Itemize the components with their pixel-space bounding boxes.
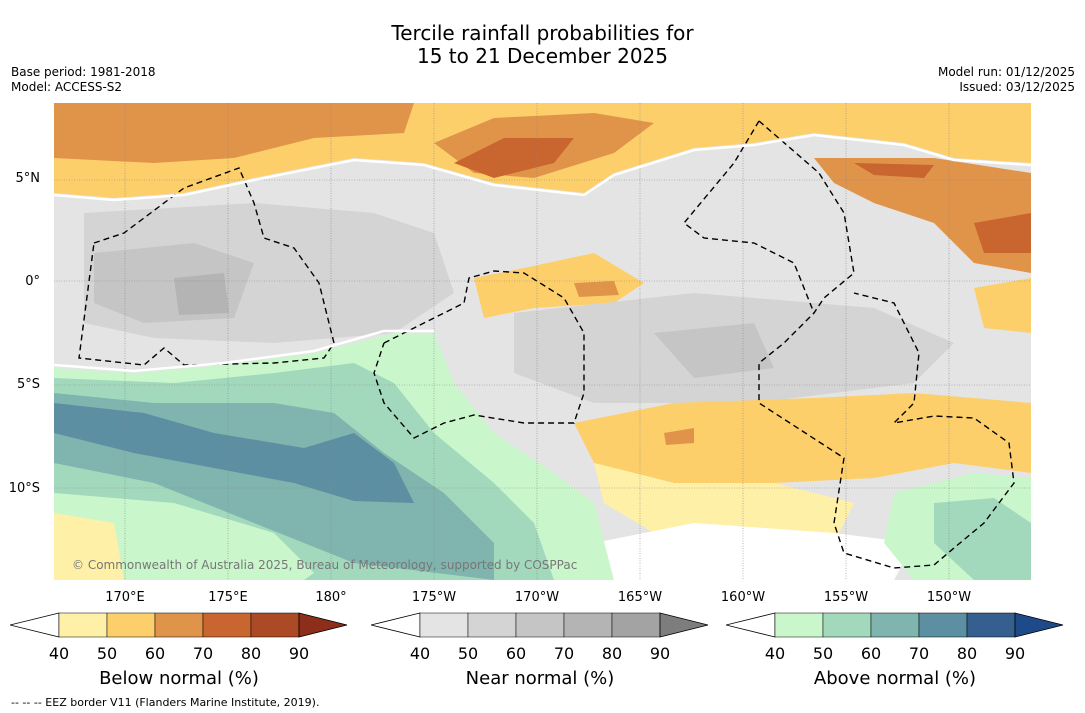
lon-label-175e: 175°E (208, 590, 248, 605)
lat-label-5s: 5°S (16, 377, 40, 392)
cb-near-tick-50: 50 (457, 644, 479, 663)
colorbar-below-swatch (106, 612, 156, 638)
near-normal-60-west (94, 243, 254, 323)
base-period: Base period: 1981-2018 (11, 65, 156, 79)
colorbar-near-swatch (419, 612, 469, 638)
cb-near-tick-80: 80 (601, 644, 623, 663)
cb-below-tick-70: 70 (192, 644, 214, 663)
lon-label-160w: 160°W (720, 590, 766, 605)
colorbar-below-swatch (154, 612, 204, 638)
lat-label-10s: 10°S (8, 481, 40, 496)
colorbar-above-swatch (774, 612, 824, 638)
colorbar-above-max-arrow (1014, 612, 1064, 638)
below-normal-40-south (594, 463, 854, 543)
below-normal-region-south (574, 393, 1031, 483)
eez-footnote: -- -- -- EEZ border V11 (Flanders Marine… (11, 696, 320, 709)
meta-left: Base period: 1981-2018 Model: ACCESS-S2 (11, 65, 156, 95)
cb-above-tick-90: 90 (1004, 644, 1026, 663)
above-normal-70-southwest (54, 403, 414, 503)
colorbar-near-swatch (611, 612, 661, 638)
colorbar-below-swatch (58, 612, 108, 638)
lon-label-150w: 150°W (926, 590, 972, 605)
title-line-1: Tercile rainfall probabilities for (391, 21, 694, 45)
colorbar-near-normal-svg (370, 612, 709, 638)
colorbar-near-title: Near normal (%) (465, 668, 615, 689)
colorbar-below-swatch (202, 612, 252, 638)
cb-near-tick-60: 60 (505, 644, 527, 663)
forecast-map: © Commonwealth of Australia 2025, Bureau… (54, 103, 1031, 580)
cb-near-tick-90: 90 (649, 644, 671, 663)
colorbar-above-normal (725, 608, 1066, 646)
lon-label-155w: 155°W (823, 590, 869, 605)
below-normal-40-southwest-corner (54, 513, 124, 580)
model-name: Model: ACCESS-S2 (11, 80, 123, 94)
below-normal-70-east (974, 213, 1031, 253)
colorbar-below-normal-svg (9, 612, 348, 638)
colorbar-below-max-arrow (298, 612, 348, 638)
colorbar-below-normal (9, 608, 350, 646)
map-title: Tercile rainfall probabilities for 15 to… (0, 22, 1085, 68)
colorbar-above-swatch (918, 612, 968, 638)
below-normal-60-north-west (54, 103, 414, 163)
colorbar-above-normal-svg (725, 612, 1064, 638)
below-normal-60-equator (574, 281, 619, 297)
issued-date: Issued: 03/12/2025 (959, 80, 1075, 94)
cb-near-tick-40: 40 (409, 644, 431, 663)
colorbar-above-swatch (870, 612, 920, 638)
no-dominant-region-south (594, 523, 914, 580)
cb-above-tick-50: 50 (812, 644, 834, 663)
below-normal-70-north-east (854, 163, 934, 178)
colorbar-near-swatch (563, 612, 613, 638)
below-normal-region-east-equator (974, 278, 1031, 333)
cb-above-tick-80: 80 (956, 644, 978, 663)
lon-label-170e: 170°E (105, 590, 145, 605)
colorbar-below-swatch (250, 612, 300, 638)
above-normal-50-southeast (934, 498, 1031, 580)
lon-label-180: 180° (315, 590, 347, 605)
colorbar-above-title: Above normal (%) (813, 668, 977, 689)
colorbar-below-title: Below normal (%) (99, 668, 259, 689)
below-normal-70-north-central (454, 138, 574, 178)
lat-label-5n: 5°N (15, 171, 41, 186)
eez-borders (78, 120, 1015, 569)
cb-above-tick-60: 60 (860, 644, 882, 663)
cb-above-tick-70: 70 (908, 644, 930, 663)
white-contour-north (54, 133, 1031, 202)
white-contour-south (54, 329, 434, 373)
lat-label-0: 0° (25, 274, 40, 289)
cb-below-tick-60: 60 (144, 644, 166, 663)
cb-below-tick-50: 50 (96, 644, 118, 663)
lon-label-175w: 175°W (411, 590, 457, 605)
near-normal-60-central (654, 323, 774, 378)
title-line-2: 15 to 21 December 2025 (416, 44, 668, 68)
colorbar-above-swatch (966, 612, 1016, 638)
cb-below-tick-80: 80 (240, 644, 262, 663)
cb-near-tick-70: 70 (553, 644, 575, 663)
lon-label-165w: 165°W (617, 590, 663, 605)
colorbar-near-max-arrow (659, 612, 709, 638)
copyright-credit: © Commonwealth of Australia 2025, Bureau… (72, 558, 578, 572)
colorbar-near-normal (370, 608, 711, 646)
below-normal-60-south (664, 428, 694, 445)
map-svg (54, 103, 1031, 580)
colorbar-above-swatch (822, 612, 872, 638)
colorbar-above-min-arrow (725, 612, 776, 638)
meta-right: Model run: 01/12/2025 Issued: 03/12/2025 (938, 65, 1075, 95)
cb-below-tick-40: 40 (48, 644, 70, 663)
colorbar-near-swatch (467, 612, 517, 638)
colorbar-near-min-arrow (370, 612, 421, 638)
below-normal-region-equator (474, 253, 644, 318)
cb-below-tick-90: 90 (288, 644, 310, 663)
colorbar-below-min-arrow (9, 612, 60, 638)
below-normal-60-north-east (814, 158, 1031, 273)
graticule (54, 103, 1031, 580)
model-run: Model run: 01/12/2025 (937, 65, 1075, 79)
cb-above-tick-40: 40 (764, 644, 786, 663)
lon-label-170w: 170°W (514, 590, 560, 605)
near-normal-70-west (174, 273, 229, 315)
colorbar-near-swatch (515, 612, 565, 638)
